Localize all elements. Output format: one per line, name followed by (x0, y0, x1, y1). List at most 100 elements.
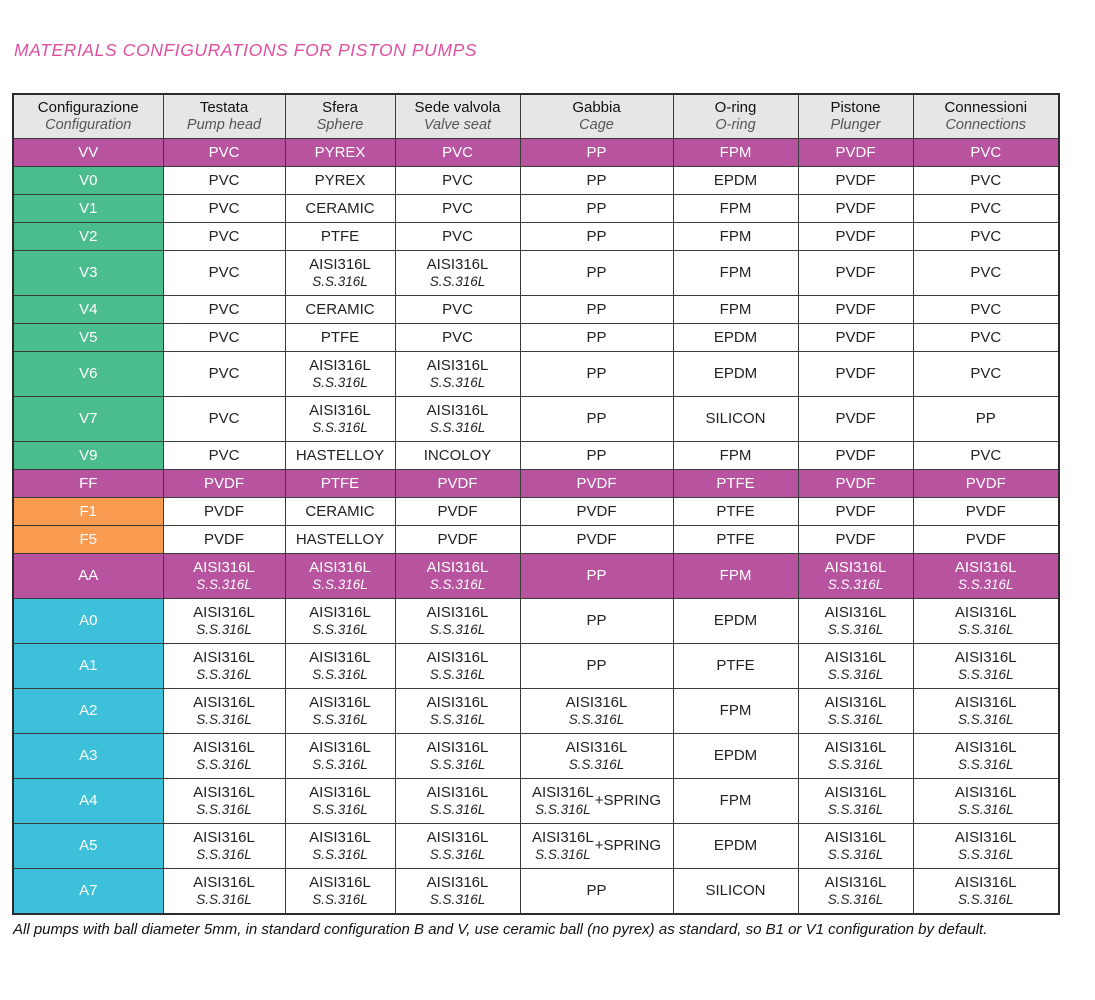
table-row-v1: V1 PVC CERAMIC PVC PP FPM PVDF PVC (12, 194, 1060, 223)
table-row-v0: V0 PVC PYREX PVC PP EPDM PVDF PVC (12, 166, 1060, 195)
material-cell: PVC (912, 441, 1060, 470)
material-cell: AISI316L S.S.316L (162, 598, 286, 644)
column-header: O-ring O-ring (672, 93, 799, 139)
material-cell: AISI316L S.S.316L (284, 553, 396, 599)
table-row-v5: V5 PVC PTFE PVC PP EPDM PVDF PVC (12, 323, 1060, 352)
material-two-line: AISI316L S.S.316L (193, 739, 255, 772)
material-cell: PVDF (519, 469, 674, 498)
material-cell: PVDF (912, 469, 1060, 498)
material-cell: FPM (672, 250, 799, 296)
material-two-line: AISI316L S.S.316L (193, 604, 255, 637)
material-cell: INCOLOY (394, 441, 521, 470)
material-two-line: AISI316L S.S.316L (824, 694, 887, 727)
material-cell: PVC (162, 323, 286, 352)
material-cell: CERAMIC (284, 497, 396, 526)
material-cell: AISI316L S.S.316L (912, 868, 1060, 915)
material-cell: CERAMIC (284, 295, 396, 324)
material-cell: AISI316L S.S.316L (394, 351, 521, 397)
material-cell: FPM (672, 194, 799, 223)
material-cell: AISI316L S.S.316L (394, 868, 521, 915)
material-two-line: AISI316L S.S.316L (824, 829, 887, 862)
material-cell: PVDF (394, 525, 521, 554)
material-cell: PVC (394, 166, 521, 195)
material-cell: PVC (394, 222, 521, 251)
config-cell: V1 (12, 194, 164, 223)
material-cell: EPDM (672, 166, 799, 195)
material-cell: PVDF (519, 497, 674, 526)
material-cell: FPM (672, 441, 799, 470)
config-cell: A7 (12, 868, 164, 915)
material-cell: AISI316L S.S.316L (284, 250, 396, 296)
material-cell: PVDF (162, 469, 286, 498)
material-cell: AISI316L S.S.316L (394, 250, 521, 296)
material-cell: AISI316L S.S.316L (797, 688, 914, 734)
config-cell: A3 (12, 733, 164, 779)
material-cell: SILICON (672, 396, 799, 442)
table-row-v6: V6 PVC AISI316L S.S.316L AISI316L S.S.316L PP E… (12, 351, 1060, 397)
material-two-line: AISI316L S.S.316L (954, 604, 1017, 637)
material-two-line: AISI316L S.S.316L (193, 829, 255, 862)
column-header-english: Configuration (45, 117, 132, 133)
material-cell: PTFE (284, 222, 396, 251)
material-cell: PVC (162, 351, 286, 397)
column-header: Gabbia Cage (519, 93, 674, 139)
material-two-line: AISI316L S.S.316L (309, 256, 371, 289)
material-cell: AISI316L S.S.316L (162, 553, 286, 599)
column-header: Connessioni Connections (912, 93, 1060, 139)
column-header-italian: Pistone (830, 99, 881, 116)
material-cell: PVC (912, 166, 1060, 195)
table-row-v2: V2 PVC PTFE PVC PP FPM PVDF PVC (12, 222, 1060, 251)
config-cell: V6 (12, 351, 164, 397)
material-cell: PVDF (162, 497, 286, 526)
material-cell: PVDF (162, 525, 286, 554)
material-two-line: AISI316L S.S.316L (426, 739, 489, 772)
column-header: Sede valvola Valve seat (394, 93, 521, 139)
material-cell: PVC (162, 295, 286, 324)
column-header-italian: Configurazione (37, 99, 139, 116)
material-two-line: AISI316L S.S.316L (193, 649, 255, 682)
config-cell: V4 (12, 295, 164, 324)
material-cell: PP (519, 441, 674, 470)
material-two-line: AISI316L S.S.316L (426, 357, 489, 390)
material-two-line: AISI316L S.S.316L (426, 784, 489, 817)
material-cell: PYREX (284, 166, 396, 195)
material-cell: AISI316L S.S.316L (162, 643, 286, 689)
column-header: Configurazione Configuration (12, 93, 164, 139)
material-two-line: AISI316L S.S.316L (309, 604, 371, 637)
material-cell: AISI316L S.S.316L (912, 733, 1060, 779)
material-two-line: AISI316L S.S.316L (532, 829, 594, 862)
material-cell: PVC (912, 222, 1060, 251)
material-cell: PVDF (797, 222, 914, 251)
material-cell: PVDF (797, 250, 914, 296)
material-cell: PVC (912, 250, 1060, 296)
material-cell: AISI316L S.S.316L (162, 688, 286, 734)
material-cell: AISI316L S.S.316L (394, 688, 521, 734)
material-cell: PVDF (912, 497, 1060, 526)
material-cell: AISI316L S.S.316L (912, 778, 1060, 824)
material-cell: AISI316L S.S.316L (797, 598, 914, 644)
material-cell: PTFE (672, 525, 799, 554)
column-header-italian: O-ring (714, 99, 757, 116)
material-two-line: AISI316L S.S.316L (426, 559, 489, 592)
material-cell: PP (519, 250, 674, 296)
material-cell: AISI316L S.S.316L (284, 823, 396, 869)
spring-suffix: +SPRING (594, 792, 661, 809)
material-cell: PVC (912, 194, 1060, 223)
config-cell: V2 (12, 222, 164, 251)
material-cell: HASTELLOY (284, 441, 396, 470)
config-cell: V3 (12, 250, 164, 296)
material-two-line: AISI316L S.S.316L (309, 829, 371, 862)
material-cell: PVC (162, 250, 286, 296)
material-cell: PTFE (672, 469, 799, 498)
column-header-italian: Sede valvola (414, 99, 501, 116)
material-two-line: AISI316L S.S.316L (426, 694, 489, 727)
config-cell: F1 (12, 497, 164, 526)
material-two-line: AISI316L S.S.316L (193, 694, 255, 727)
material-two-line: AISI316L S.S.316L (309, 559, 371, 592)
material-cell: FPM (672, 222, 799, 251)
column-header: Sfera Sphere (284, 93, 396, 139)
material-cell: PVC (912, 323, 1060, 352)
material-two-line: AISI316L S.S.316L (426, 604, 489, 637)
material-cell: EPDM (672, 733, 799, 779)
material-cell: PVDF (797, 194, 914, 223)
